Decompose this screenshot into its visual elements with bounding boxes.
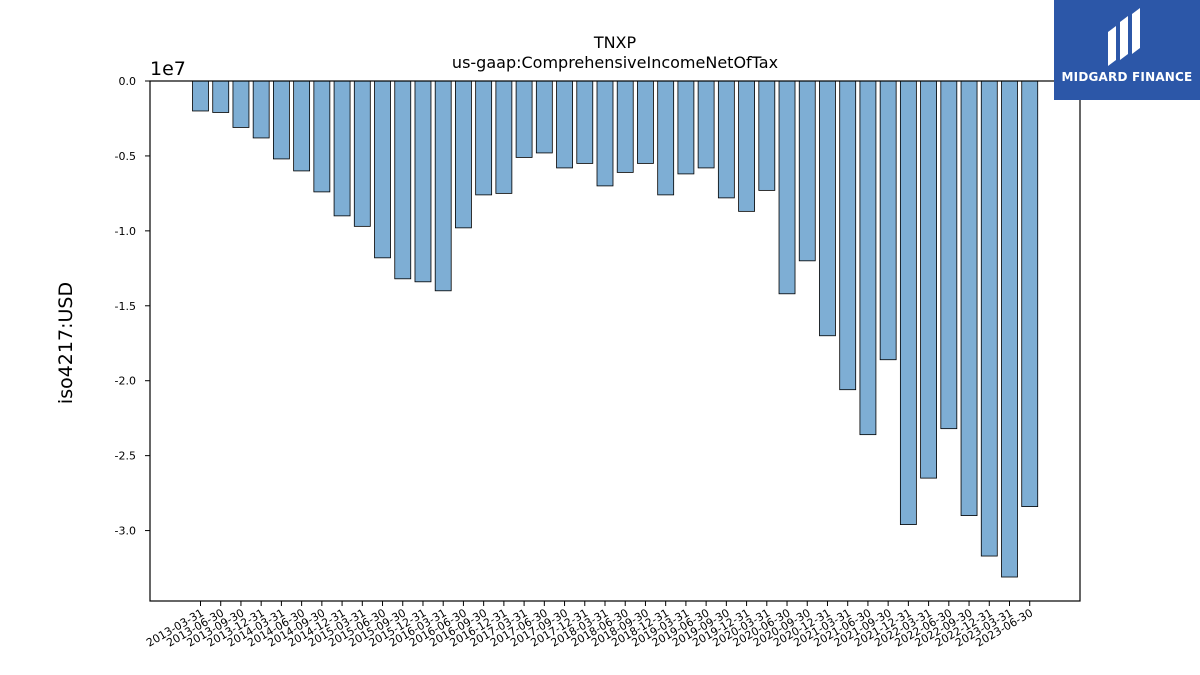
- y-tick-label: -2.0: [115, 375, 136, 388]
- logo-text: MIDGARD FINANCE: [1061, 70, 1193, 84]
- bar-2015-12-31: [414, 80, 432, 283]
- bar-2016-06-30: [455, 80, 472, 229]
- y-tick-label: 0.0: [119, 75, 137, 88]
- bar-2016-12-31: [495, 80, 513, 194]
- bar-2018-06-30: [616, 80, 634, 173]
- y-tick-label: -0.5: [115, 150, 136, 163]
- plot-frame: [149, 80, 1081, 602]
- bar-2020-06-30: [778, 80, 796, 295]
- bar-2014-03-31: [272, 80, 290, 160]
- bar-2014-12-31: [333, 80, 351, 217]
- bar-2022-06-30: [940, 80, 958, 430]
- y-tick-label: -2.5: [115, 450, 136, 463]
- bar-2013-12-31: [252, 80, 270, 139]
- bar-2018-09-30: [637, 80, 654, 164]
- bar-2019-12-31: [738, 80, 755, 212]
- bar-2013-06-30: [212, 80, 230, 113]
- bar-2017-03-31: [515, 80, 533, 158]
- y-tick-label: -3.0: [115, 525, 136, 538]
- y-tick-label: -1.5: [115, 300, 136, 313]
- bar-2021-06-30: [859, 80, 877, 436]
- bar-2016-09-30: [475, 80, 493, 196]
- bar-2014-09-30: [313, 80, 331, 193]
- bar-2021-03-31: [839, 80, 857, 391]
- bars-group: [192, 80, 1039, 578]
- bar-2019-06-30: [697, 80, 715, 169]
- bar-2023-03-31: [1001, 80, 1018, 578]
- x-axis: 2013-03-312013-06-302013-09-302013-12-31…: [144, 601, 1035, 650]
- bar-2017-12-31: [576, 80, 594, 164]
- bar-2021-12-31: [899, 80, 917, 525]
- bar-2020-03-31: [758, 80, 776, 191]
- bar-2018-12-31: [657, 80, 675, 196]
- y-offset-label: 1e7: [150, 58, 186, 80]
- bar-2020-09-30: [798, 80, 816, 262]
- logo-mark-icon: [1108, 8, 1140, 66]
- bar-2015-03-31: [353, 80, 371, 227]
- bar-2013-03-31: [192, 80, 209, 112]
- bar-2016-03-31: [434, 80, 452, 292]
- y-axis-label: iso4217:USD: [55, 282, 77, 404]
- bar-2013-09-30: [232, 80, 250, 128]
- bar-2018-03-31: [596, 80, 614, 187]
- bar-2015-06-30: [374, 80, 391, 259]
- bar-2021-09-30: [879, 80, 897, 361]
- y-axis: 0.0 -0.5 -1.0 -1.5 -2.0 -2.5 -3.0: [115, 75, 150, 538]
- bar-2015-09-30: [394, 80, 412, 280]
- bar-2020-12-31: [819, 80, 836, 337]
- bar-2023-06-30: [1021, 80, 1039, 507]
- bar-2022-09-30: [960, 80, 978, 516]
- bar-2014-06-30: [293, 80, 311, 172]
- bar-2022-12-31: [980, 80, 998, 557]
- bar-2017-09-30: [556, 80, 573, 169]
- y-tick-label: -1.0: [115, 225, 136, 238]
- bar-2017-06-30: [535, 80, 553, 154]
- bar-2022-03-31: [920, 80, 937, 479]
- chart-title: TNXP: [593, 33, 637, 52]
- chart-subtitle: us-gaap:ComprehensiveIncomeNetOfTax: [452, 53, 778, 72]
- midgard-finance-logo: MIDGARD FINANCE: [1054, 0, 1200, 100]
- bar-2019-09-30: [717, 80, 735, 199]
- bar-2019-03-31: [677, 80, 695, 175]
